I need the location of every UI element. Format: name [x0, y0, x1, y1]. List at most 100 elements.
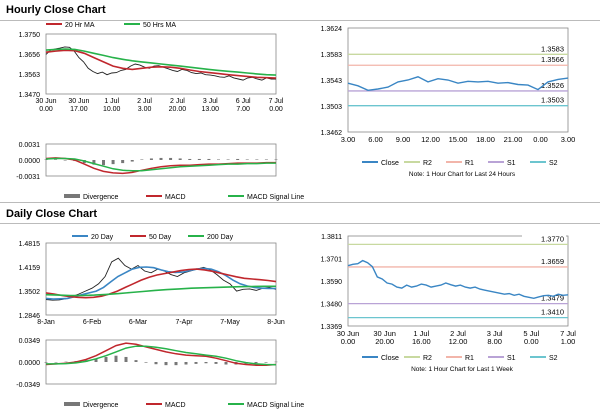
daily-macd-y-tick-label: -0.0349 — [16, 382, 40, 389]
hourly-levels-x-tick-label: 21.00 — [504, 135, 523, 144]
daily-divergence-bar — [124, 356, 128, 362]
hourly-macd-legend-label-key — [64, 194, 80, 198]
plot-frame — [45, 33, 277, 95]
hourly-level-label-s1: 1.3526 — [541, 81, 564, 90]
daily-levels-x-tick-label: 8.00 — [487, 337, 502, 346]
daily-macd-legend-label-key — [64, 402, 80, 406]
daily-close-line — [347, 259, 569, 300]
hourly-x-tick-label: 30 Jun — [68, 98, 89, 105]
hourly-divergence-bar — [149, 158, 153, 160]
hourly-x-tick-label: 2 Jul — [137, 98, 152, 105]
hourly-divergence-bar — [44, 159, 48, 160]
hourly-divergence-bar — [207, 158, 211, 160]
hourly-divergence-bar — [197, 158, 201, 160]
hourly-divergence-bar — [188, 158, 192, 160]
hourly-macd-legend-label: Divergence — [83, 194, 119, 201]
hourly-divergence-bar — [54, 159, 58, 160]
daily-divergence-bar — [94, 358, 98, 362]
hourly-x-tick-label: 0.00 — [269, 106, 283, 113]
daily-level-label-bg — [522, 307, 566, 317]
hourly-legend-label: 50 Hrs MA — [143, 22, 176, 29]
hourly-x-tick-label: 2 Jul — [170, 98, 185, 105]
daily-divergence-bar — [194, 362, 198, 364]
daily-levels-x-tick-label: 30 Jun — [337, 329, 360, 338]
hourly-levels-legend-label: S1 — [507, 160, 516, 167]
hourly-close-line — [347, 76, 569, 92]
daily-y-tick-label: 1.2846 — [19, 313, 41, 320]
hourly-levels-x-tick-label: 12.00 — [421, 135, 440, 144]
hourly-levels-x-tick-label: 18.00 — [476, 135, 495, 144]
daily-levels-x-tick-label: 1 Jul — [413, 329, 429, 338]
daily-macd-y-tick-label: 0.0000 — [19, 360, 41, 367]
daily-levels-x-tick-label: 5 Jul — [523, 329, 539, 338]
hourly-x-tick-label: 17.00 — [70, 106, 88, 113]
daily-macd-legend-label: Divergence — [83, 402, 119, 409]
hourly-section-title: Hourly Close Chart — [6, 4, 106, 16]
hourly-x-tick-label: 20.00 — [169, 106, 187, 113]
hourly-x-tick-label: 3.00 — [138, 106, 152, 113]
hourly-divergence-bar — [63, 160, 67, 161]
hourly-x-tick-label: 13.00 — [202, 106, 220, 113]
daily-x-tick-label: 6-Feb — [83, 319, 101, 326]
hourly-level-label-r2: 1.3583 — [541, 44, 564, 53]
daily-divergence-bar — [184, 362, 188, 365]
hourly-divergence-bar — [178, 158, 182, 160]
hourly-levels-x-tick-label: 0.00 — [533, 135, 548, 144]
daily-ma-line-2 — [45, 268, 277, 299]
daily-divergence-bar — [254, 362, 258, 364]
daily-divergence-bar — [204, 362, 208, 364]
hourly-divergence-bar — [217, 159, 220, 160]
daily-divergence-bar — [214, 362, 218, 364]
daily-levels-legend-label: S2 — [549, 355, 558, 362]
hourly-levels-legend-label: S2 — [549, 160, 558, 167]
daily-x-tick-label: 7-May — [220, 319, 240, 326]
daily-levels-y-tick-label: 1.3701 — [321, 257, 343, 264]
hourly-level-label-r1: 1.3566 — [541, 55, 564, 64]
hourly-levels-x-tick-label: 3.00 — [561, 135, 576, 144]
daily-macd-chart: 0.0349 0.0000 -0.0349 Divergence MACD MACD Si… — [16, 338, 304, 409]
daily-macd-line — [45, 342, 277, 366]
hourly-divergence-bar — [245, 159, 249, 160]
daily-level-label-r2: 1.3770 — [541, 234, 564, 243]
daily-divergence-bar — [274, 361, 278, 363]
daily-divergence-bar — [134, 360, 138, 362]
daily-y-tick-label: 1.3502 — [19, 289, 41, 296]
hourly-macd-y-tick-label: 0.0031 — [19, 142, 41, 149]
hourly-x-tick-label: 0.00 — [39, 106, 53, 113]
daily-levels-x-tick-label: 20.00 — [375, 337, 394, 346]
daily-ma-line-1 — [45, 266, 276, 300]
plot-frame — [347, 27, 569, 133]
hourly-levels-y-tick-label: 1.3462 — [321, 130, 343, 137]
daily-legend-label: 200 Day — [207, 234, 234, 241]
hourly-macd-line — [45, 157, 276, 175]
hourly-levels-note: Note: 1 Hour Chart for Last 24 Hours — [409, 171, 516, 178]
daily-divergence-bar — [154, 362, 158, 365]
daily-levels-legend-label: S1 — [507, 355, 516, 362]
daily-y-tick-label: 1.4815 — [19, 241, 41, 248]
section-divider — [0, 223, 600, 224]
daily-levels-chart: 1.3811 1.3701 1.3590 1.3480 1.3369 1.3770 1.36… — [321, 234, 577, 373]
daily-divergence-bar — [144, 362, 148, 363]
daily-levels-legend-label: Close — [381, 355, 399, 362]
daily-levels-x-tick-label: 30 Jun — [373, 329, 396, 338]
daily-divergence-bar — [44, 362, 48, 363]
hourly-divergence-bar — [169, 157, 173, 160]
hourly-y-tick-label: 1.3563 — [19, 72, 41, 79]
plot-frame — [45, 242, 277, 316]
hourly-macd-chart: 0.0031 0.0000 -0.0031 Divergence MACD MACD Si… — [16, 142, 304, 201]
hourly-level-label-bg — [522, 44, 566, 54]
hourly-x-tick-label: 7 Jul — [269, 98, 284, 105]
daily-levels-legend-label: R2 — [423, 355, 432, 362]
hourly-levels-legend-label: R2 — [423, 160, 432, 167]
plot-frame — [347, 235, 569, 327]
hourly-divergence-bar — [102, 160, 105, 166]
hourly-levels-legend-label: R1 — [465, 160, 474, 167]
hourly-divergence-bar — [255, 159, 259, 160]
hourly-levels-y-tick-label: 1.3543 — [321, 78, 343, 85]
daily-levels-x-tick-label: 7 Jul — [560, 329, 576, 338]
daily-level-label-bg — [522, 234, 566, 244]
hourly-x-tick-label: 1 Jul — [104, 98, 119, 105]
daily-levels-x-tick-label: 12.00 — [449, 337, 468, 346]
